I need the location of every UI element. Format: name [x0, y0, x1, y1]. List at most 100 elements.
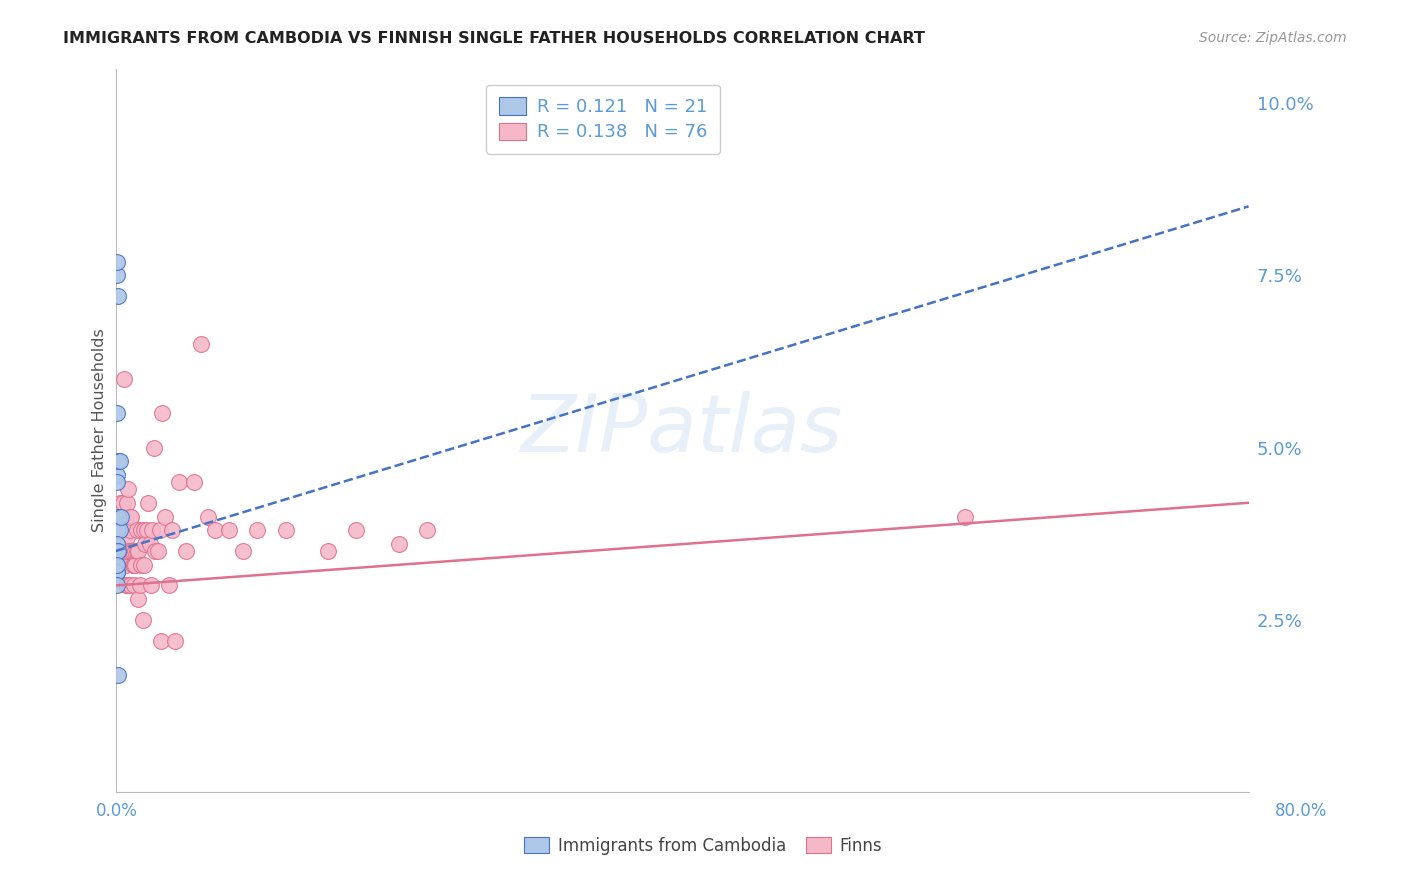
Point	[110, 509, 132, 524]
Point	[125, 524, 148, 538]
Point	[121, 558, 143, 572]
Point	[232, 544, 254, 558]
Point	[132, 524, 155, 538]
Point	[107, 550, 129, 565]
Point	[105, 524, 128, 538]
Point	[159, 578, 181, 592]
Point	[115, 496, 138, 510]
Point	[124, 544, 146, 558]
Legend: Immigrants from Cambodia, Finns: Immigrants from Cambodia, Finns	[517, 830, 889, 862]
Point	[107, 544, 129, 558]
Point	[162, 524, 184, 538]
Point	[112, 509, 135, 524]
Point	[141, 524, 163, 538]
Point	[118, 524, 141, 538]
Point	[134, 537, 156, 551]
Point	[121, 544, 143, 558]
Point	[108, 524, 131, 538]
Point	[107, 509, 129, 524]
Point	[105, 558, 128, 572]
Point	[108, 524, 131, 538]
Point	[122, 578, 145, 592]
Point	[105, 468, 128, 483]
Point	[135, 524, 157, 538]
Point	[108, 496, 131, 510]
Point	[129, 558, 152, 572]
Point	[169, 475, 191, 489]
Point	[155, 509, 177, 524]
Point	[139, 578, 162, 592]
Point	[146, 544, 169, 558]
Text: Source: ZipAtlas.com: Source: ZipAtlas.com	[1199, 31, 1347, 45]
Point	[112, 372, 135, 386]
Point	[218, 524, 240, 538]
Point	[107, 454, 129, 468]
Point	[120, 544, 142, 558]
Point	[132, 558, 155, 572]
Point	[138, 537, 160, 551]
Point	[176, 544, 198, 558]
Point	[416, 524, 439, 538]
Point	[118, 509, 141, 524]
Point	[246, 524, 269, 538]
Point	[129, 524, 152, 538]
Point	[110, 544, 132, 558]
Point	[115, 530, 138, 544]
Point	[105, 268, 128, 283]
Point	[127, 592, 149, 607]
Legend: R = 0.121   N = 21, R = 0.138   N = 76: R = 0.121 N = 21, R = 0.138 N = 76	[486, 85, 720, 154]
Point	[152, 406, 174, 420]
Point	[197, 509, 219, 524]
Point	[108, 454, 131, 468]
Point	[105, 558, 128, 572]
Point	[105, 406, 128, 420]
Point	[124, 558, 146, 572]
Point	[122, 558, 145, 572]
Point	[107, 509, 129, 524]
Point	[105, 254, 128, 268]
Point	[344, 524, 367, 538]
Point	[120, 509, 142, 524]
Point	[128, 578, 150, 592]
Point	[107, 289, 129, 303]
Y-axis label: Single Father Households: Single Father Households	[93, 328, 107, 533]
Text: ZIPatlas: ZIPatlas	[522, 392, 844, 469]
Point	[114, 558, 136, 572]
Point	[105, 558, 128, 572]
Text: 80.0%: 80.0%	[1275, 802, 1327, 820]
Point	[388, 537, 411, 551]
Point	[108, 544, 131, 558]
Point	[143, 544, 166, 558]
Point	[117, 544, 139, 558]
Point	[111, 496, 134, 510]
Point	[105, 565, 128, 579]
Point	[131, 613, 153, 627]
Point	[117, 482, 139, 496]
Point	[107, 537, 129, 551]
Point	[115, 578, 138, 592]
Point	[142, 441, 165, 455]
Point	[118, 578, 141, 592]
Text: 0.0%: 0.0%	[96, 802, 138, 820]
Point	[105, 475, 128, 489]
Point	[107, 668, 129, 682]
Point	[125, 544, 148, 558]
Text: IMMIGRANTS FROM CAMBODIA VS FINNISH SINGLE FATHER HOUSEHOLDS CORRELATION CHART: IMMIGRANTS FROM CAMBODIA VS FINNISH SING…	[63, 31, 925, 46]
Point	[955, 509, 977, 524]
Point	[105, 578, 128, 592]
Point	[105, 565, 128, 579]
Point	[190, 337, 212, 351]
Point	[111, 537, 134, 551]
Point	[204, 524, 226, 538]
Point	[105, 544, 128, 558]
Point	[105, 537, 128, 551]
Point	[148, 524, 170, 538]
Point	[136, 496, 159, 510]
Point	[105, 544, 128, 558]
Point	[183, 475, 205, 489]
Point	[105, 524, 128, 538]
Point	[316, 544, 339, 558]
Point	[274, 524, 297, 538]
Point	[127, 544, 149, 558]
Point	[114, 544, 136, 558]
